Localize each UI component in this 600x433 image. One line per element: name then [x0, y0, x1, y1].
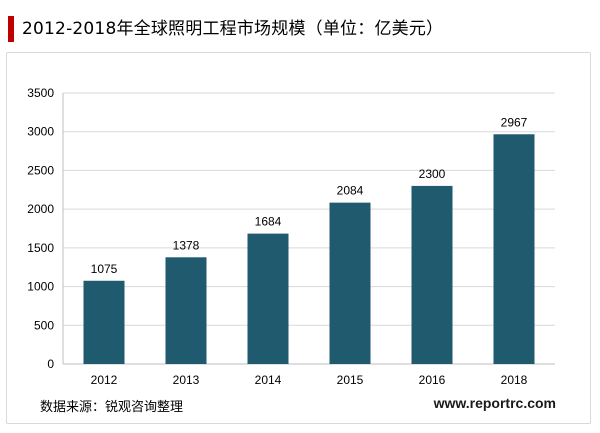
x-tick-label: 2012	[91, 373, 118, 387]
bar-value-label: 1684	[255, 215, 282, 229]
bar-value-label: 2084	[337, 184, 364, 198]
bar	[83, 280, 125, 364]
source-note: 数据来源：锐观咨询整理	[40, 400, 184, 415]
chart-frame	[6, 52, 591, 424]
bar-value-label: 1378	[173, 238, 200, 252]
y-tick-label: 0	[47, 357, 54, 371]
bar	[329, 202, 371, 364]
bar-value-label: 2300	[419, 167, 446, 181]
y-tick-label: 500	[34, 318, 54, 332]
bar	[165, 257, 207, 364]
bar	[411, 185, 453, 364]
chart-title: 2012-2018年全球照明工程市场规模（单位：亿美元）	[22, 19, 444, 39]
bar-value-label: 1075	[91, 262, 118, 276]
x-tick-label: 2016	[419, 373, 446, 387]
y-tick-label: 3000	[27, 125, 54, 139]
x-tick-label: 2014	[255, 373, 282, 387]
y-tick-label: 2000	[27, 202, 54, 216]
y-tick-label: 3500	[27, 86, 54, 100]
x-tick-label: 2013	[173, 373, 200, 387]
x-tick-label: 2015	[337, 373, 364, 387]
bar	[247, 233, 289, 364]
y-tick-label: 1000	[27, 280, 54, 294]
y-tick-label: 1500	[27, 241, 54, 255]
bar-value-label: 2967	[501, 115, 528, 129]
bar	[493, 134, 535, 364]
title-accent-bar	[8, 16, 14, 42]
site-watermark: www.reportrc.com	[433, 395, 556, 411]
x-tick-label: 2018	[501, 373, 528, 387]
y-tick-label: 2500	[27, 163, 54, 177]
